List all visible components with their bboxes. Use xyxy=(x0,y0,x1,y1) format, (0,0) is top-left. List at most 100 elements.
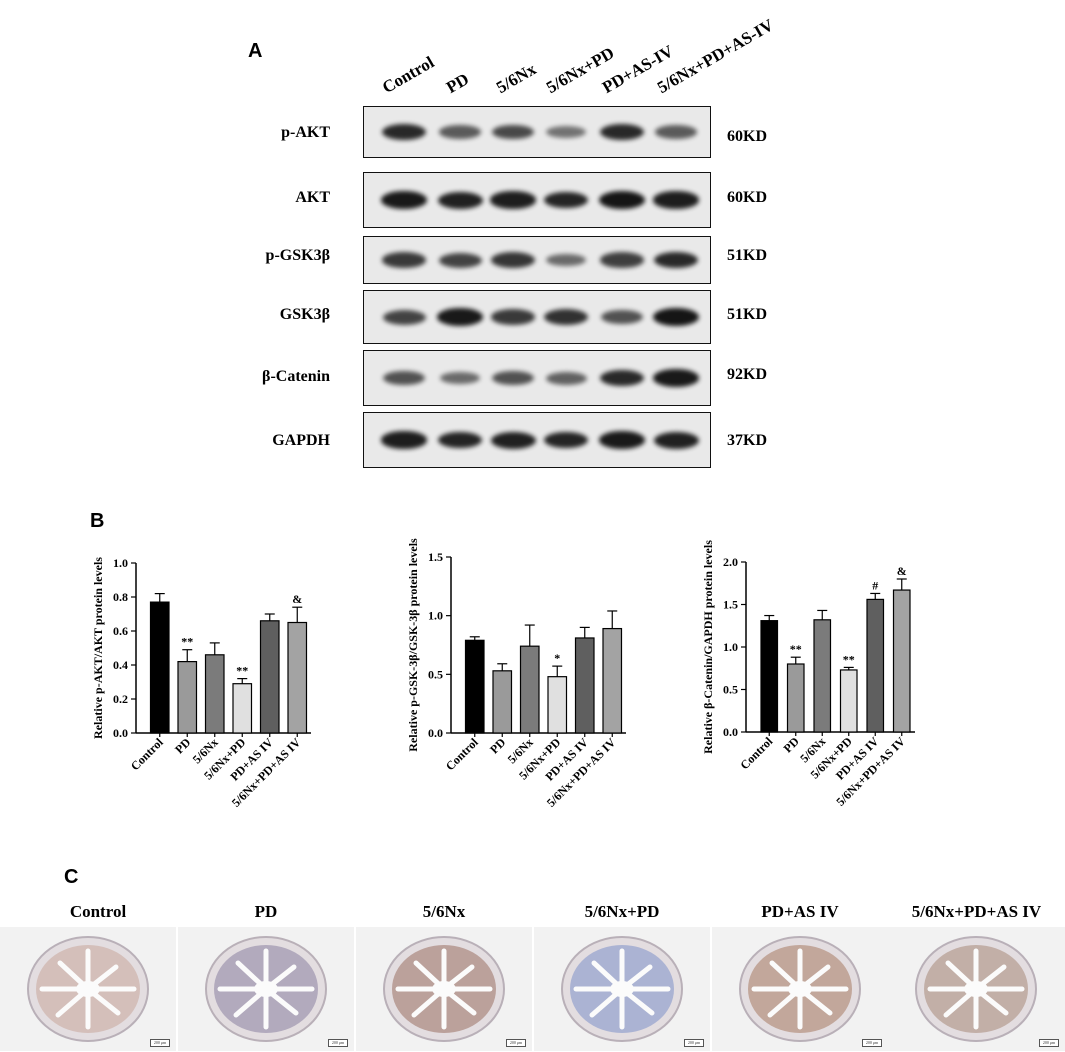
y-tick-label: 0.6 xyxy=(113,624,128,638)
significance-mark: ** xyxy=(790,642,802,656)
blot-band xyxy=(546,126,586,138)
scale-bar: 200 μm xyxy=(506,1039,526,1047)
lumen-center xyxy=(964,981,988,997)
kd-label: 51KD xyxy=(727,306,767,323)
x-tick-label: PD xyxy=(487,735,508,756)
blot-band xyxy=(544,309,588,325)
scale-bar: 200 μm xyxy=(328,1039,348,1047)
y-tick-label: 0.0 xyxy=(723,725,738,739)
bar xyxy=(547,676,568,734)
y-tick-label: 1.0 xyxy=(113,556,128,570)
blot-band xyxy=(543,431,589,449)
blot-band xyxy=(381,123,427,141)
lane-label: 5/6Nx xyxy=(493,59,540,98)
bar-chart-p-akt: 0.0 0.2 0.4 0.6 0.8 1.0 Relative p-AKT/AKT pro… xyxy=(91,556,311,810)
blot-band xyxy=(490,191,536,209)
bar xyxy=(760,620,779,733)
bar xyxy=(786,663,805,733)
blot-band xyxy=(543,191,589,209)
blot-band xyxy=(437,308,483,326)
lane-label: Control xyxy=(379,52,438,98)
histology-image: 200 μm xyxy=(178,927,354,1051)
blot-band xyxy=(653,308,699,326)
x-tick-label: PD xyxy=(781,734,802,755)
blot-band xyxy=(599,191,645,209)
histology-image: 200 μm xyxy=(0,927,176,1051)
blot-band xyxy=(653,369,699,387)
significance-mark: # xyxy=(872,578,878,592)
x-tick-label: PD xyxy=(172,735,193,756)
blot-band xyxy=(545,371,587,385)
blot-band xyxy=(545,253,587,267)
significance-mark: ** xyxy=(843,652,855,666)
scale-bar: 200 μm xyxy=(684,1039,704,1047)
lumen-center xyxy=(76,981,100,997)
blot-band xyxy=(599,369,645,387)
blot-band xyxy=(653,431,699,449)
blot-band xyxy=(381,431,427,449)
tissue-section xyxy=(915,936,1037,1042)
blot-band xyxy=(601,310,643,324)
y-tick-label: 1.0 xyxy=(723,640,738,654)
bar xyxy=(149,601,170,734)
blot-band xyxy=(437,191,483,209)
x-tick-label: Control xyxy=(737,734,775,772)
blot-band xyxy=(490,431,536,449)
y-tick-label: 0.8 xyxy=(113,590,128,604)
bar xyxy=(232,683,253,734)
y-tick-label: 0.5 xyxy=(723,683,738,697)
bar xyxy=(177,661,198,734)
x-tick-label: Control xyxy=(128,735,166,773)
histology-label: 5/6Nx xyxy=(422,902,466,921)
bar xyxy=(574,637,595,734)
y-tick-label: 1.5 xyxy=(428,550,443,564)
blot-strip xyxy=(363,236,711,284)
bar xyxy=(813,619,832,733)
blot-band xyxy=(439,371,481,385)
bar xyxy=(602,627,623,734)
scale-bar: 200 μm xyxy=(1039,1039,1059,1047)
scale-bar: 200 μm xyxy=(862,1039,882,1047)
protein-label: AKT xyxy=(295,189,330,206)
blot-band xyxy=(491,124,535,140)
lumen-center xyxy=(610,981,634,997)
protein-label: GAPDH xyxy=(272,432,330,449)
significance-mark: & xyxy=(897,564,907,578)
bar-chart-b-catenin: 0.0 0.5 1.0 1.5 2.0 Relative β-Catenin/GAPDH … xyxy=(701,540,915,809)
x-tick-label: Control xyxy=(443,735,481,773)
bar-chart-p-gsk3b: 0.0 0.5 1.0 1.5 Relative p-GSK-3β/GSK-3β pro… xyxy=(406,538,626,810)
y-tick-label: 1.0 xyxy=(428,609,443,623)
blot-band xyxy=(653,251,699,269)
bar xyxy=(892,589,911,733)
blot-band xyxy=(600,252,644,268)
blot-band xyxy=(491,309,535,325)
blot-band xyxy=(383,371,425,385)
tissue-section xyxy=(27,936,149,1042)
y-tick-label: 2.0 xyxy=(723,555,738,569)
y-tick-label: 0.0 xyxy=(113,726,128,740)
y-axis-label: Relative p-AKT/AKT protein levels xyxy=(91,557,105,739)
blot-band xyxy=(491,252,535,268)
tissue-section xyxy=(739,936,861,1042)
panel-a-letter: A xyxy=(248,40,263,62)
lumen-center xyxy=(788,981,812,997)
histology-image: 200 μm xyxy=(356,927,532,1051)
kd-label: 51KD xyxy=(727,247,767,264)
kd-label: 92KD xyxy=(727,366,767,383)
kd-label: 37KD xyxy=(727,432,767,449)
tissue-section xyxy=(383,936,505,1042)
bar xyxy=(839,669,858,733)
y-tick-label: 0.4 xyxy=(113,658,128,672)
protein-label: GSK3β xyxy=(279,306,330,323)
bar xyxy=(866,598,885,733)
significance-mark: ** xyxy=(236,664,248,678)
y-tick-label: 0.0 xyxy=(428,726,443,740)
panel-b-letter: B xyxy=(90,510,105,532)
y-axis-label: Relative β-Catenin/GAPDH protein levels xyxy=(701,540,715,754)
protein-label: p-GSK3β xyxy=(265,247,330,264)
histology-label: Control xyxy=(69,902,127,921)
bar xyxy=(287,621,308,734)
protein-label: p-AKT xyxy=(281,124,330,141)
bar xyxy=(519,645,540,734)
significance-mark: ** xyxy=(181,635,193,649)
